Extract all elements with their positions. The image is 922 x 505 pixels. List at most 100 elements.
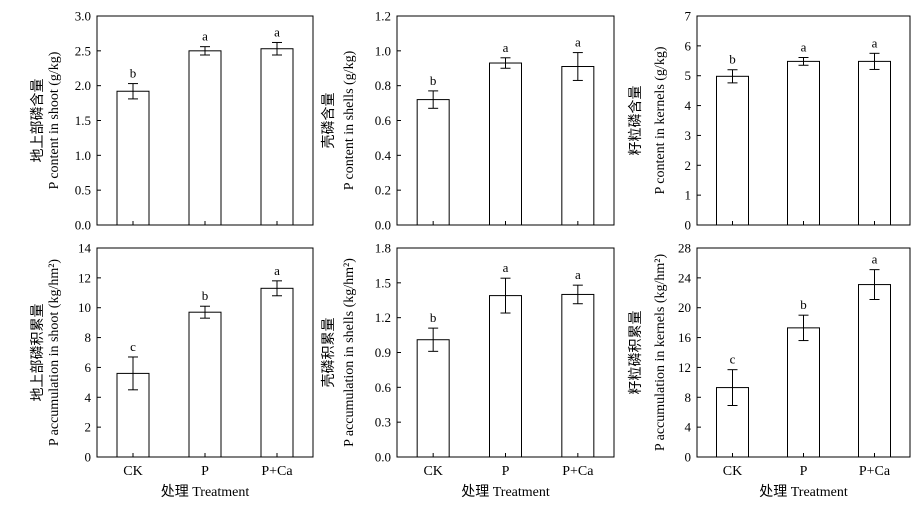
panel-1-ytick-label: 0.5 bbox=[75, 183, 91, 198]
panel-4-ytick-label: 14 bbox=[78, 241, 92, 256]
panel-5-category-label-3: P+Ca bbox=[562, 464, 594, 479]
panel-1: 0.0 0.5 1.0 1.5 2.0 2.5 3.0 b a a 地上部磷含量 P content … bbox=[30, 9, 314, 233]
panel-6-ytick-label: 28 bbox=[678, 241, 691, 256]
panel-5-category-label-1: CK bbox=[423, 464, 442, 479]
panel-4-xlabel: 处理 Treatment bbox=[161, 484, 250, 500]
panel-5-bar-3 bbox=[561, 293, 595, 458]
panel-4-category-label-3: P+Ca bbox=[261, 464, 293, 479]
panel-3-ylabel-line-1: 籽粒磷含量 bbox=[628, 86, 644, 156]
panel-3-ytick-label: 1 bbox=[685, 188, 692, 203]
panel-6-significance-letter-3: a bbox=[872, 252, 878, 267]
panel-5-category-label-2: P bbox=[502, 464, 510, 479]
panel-5-ytick-label: 0.0 bbox=[375, 450, 391, 465]
panel-2-ytick-label: 0.0 bbox=[375, 218, 391, 233]
panel-4-ytick-label: 10 bbox=[78, 300, 91, 315]
panel-1-ytick-label: 0.0 bbox=[75, 218, 91, 233]
panel-1-ytick-label: 2.5 bbox=[75, 43, 91, 58]
panel-5-bar-2 bbox=[489, 295, 522, 458]
panel-3-ytick-label: 3 bbox=[685, 128, 692, 143]
panel-1-ytick-label: 2.0 bbox=[75, 78, 91, 93]
panel-3-ylabel-line-2: P content in kernels (g/kg) bbox=[653, 46, 668, 194]
panel-4-significance-letter-3: a bbox=[274, 263, 280, 278]
panel-6-bar-2 bbox=[787, 327, 820, 458]
panel-3-ytick-label: 4 bbox=[685, 98, 692, 113]
panel-6-ytick-label: 0 bbox=[685, 450, 692, 465]
panel-1-significance-letter-1: b bbox=[130, 66, 137, 81]
panel-1-significance-letter-2: a bbox=[202, 29, 208, 44]
panel-3-ytick-label: 0 bbox=[685, 218, 692, 233]
panel-6-significance-letter-1: c bbox=[730, 352, 736, 367]
panel-6-bar-3 bbox=[858, 284, 891, 458]
panel-3-significance-letter-1: b bbox=[729, 52, 736, 67]
panel-2-significance-letter-1: b bbox=[430, 73, 437, 88]
panel-3-bar-2 bbox=[787, 60, 820, 226]
panel-5-ytick-label: 1.2 bbox=[375, 310, 391, 325]
panel-2-ytick-label: 1.0 bbox=[375, 43, 391, 58]
panel-2-ytick-label: 0.2 bbox=[375, 183, 391, 198]
panel-4-bar-3 bbox=[260, 287, 294, 458]
panel-4-bar-2 bbox=[188, 311, 222, 458]
panel-2-significance-letter-3: a bbox=[575, 35, 581, 50]
panel-1-bar-3 bbox=[260, 48, 294, 226]
panel-5-significance-letter-2: a bbox=[503, 260, 509, 275]
panel-6-ylabel-line-2: P accumulation in kernels (kg/hm²) bbox=[653, 254, 668, 452]
panel-1-bar-2 bbox=[188, 50, 222, 226]
panel-5-ytick-label: 0.6 bbox=[375, 380, 392, 395]
panel-2: 0.0 0.2 0.4 0.6 0.8 1.0 1.2 b a a 壳磷含量 P content in… bbox=[320, 9, 615, 233]
panel-6-ytick-label: 20 bbox=[678, 300, 691, 315]
panel-1-ylabel-line-2: P content in shoot (g/kg) bbox=[47, 51, 62, 189]
panel-5-bar-1 bbox=[416, 339, 450, 458]
panel-4-ytick-label: 6 bbox=[85, 360, 92, 375]
panel-4: 0 2 4 6 8 10 12 14 c CK b Pa P+Ca 地上部磷积累量 P accumulati… bbox=[30, 241, 314, 500]
panel-4-ytick-label: 12 bbox=[78, 270, 91, 285]
panel-1-significance-letter-3: a bbox=[274, 24, 280, 39]
panel-5-ytick-label: 1.8 bbox=[375, 241, 391, 256]
panel-3-bar-3 bbox=[858, 60, 891, 226]
panel-1-ytick-label: 3.0 bbox=[75, 9, 91, 24]
panel-3-significance-letter-2: a bbox=[801, 40, 807, 55]
panel-1-ytick-label: 1.0 bbox=[75, 148, 91, 163]
panel-3: 0 1 2 3 4 5 6 7 b a a 籽粒磷含量 P content in kernels (g/… bbox=[628, 9, 911, 233]
panel-6-ylabel-line-1: 籽粒磷积累量 bbox=[628, 311, 644, 395]
panel-4-ytick-label: 8 bbox=[85, 330, 92, 345]
panel-6-ytick-label: 24 bbox=[678, 270, 692, 285]
panel-2-bar-1 bbox=[416, 99, 450, 226]
panel-2-ytick-label: 0.8 bbox=[375, 78, 391, 93]
panel-4-ytick-label: 4 bbox=[85, 390, 92, 405]
panel-3-ytick-label: 7 bbox=[685, 9, 692, 24]
panel-4-ylabel-line-1: 地上部磷积累量 bbox=[30, 304, 46, 402]
panel-5-significance-letter-1: b bbox=[430, 310, 437, 325]
panel-2-ytick-label: 1.2 bbox=[375, 9, 391, 24]
panel-2-bar-3 bbox=[561, 66, 595, 226]
panel-1-ytick-label: 1.5 bbox=[75, 113, 91, 128]
panel-5-significance-letter-3: a bbox=[575, 267, 581, 282]
panel-5-ytick-label: 1.5 bbox=[375, 275, 391, 290]
panel-2-ylabel-line-2: P content in shells (g/kg) bbox=[342, 50, 357, 190]
panel-4-significance-letter-2: b bbox=[202, 288, 209, 303]
panel-4-ytick-label: 0 bbox=[85, 450, 92, 465]
panel-1-bar-1 bbox=[116, 90, 150, 226]
panel-6-category-label-1: CK bbox=[723, 464, 742, 479]
panel-5-ytick-label: 0.3 bbox=[375, 415, 391, 430]
panel-3-bar-1 bbox=[716, 75, 749, 226]
panel-3-significance-letter-3: a bbox=[872, 35, 878, 50]
panel-6-ytick-label: 12 bbox=[678, 360, 691, 375]
panel-4-significance-letter-1: c bbox=[130, 339, 136, 354]
panel-2-ytick-label: 0.6 bbox=[375, 113, 392, 128]
panel-5-ylabel-line-2: P accumulation in shells (kg/hm²) bbox=[342, 258, 357, 447]
panel-3-ytick-label: 2 bbox=[685, 158, 692, 173]
panel-2-bar-2 bbox=[489, 62, 522, 226]
panel-6-category-label-2: P bbox=[800, 464, 808, 479]
panel-6: 0 4 8 12 16 20 24 28 c CK b Pa P+Ca 籽粒磷积累量 P accumulat… bbox=[628, 241, 911, 500]
panel-6-ytick-label: 4 bbox=[685, 420, 692, 435]
panel-1-ylabel-line-1: 地上部磷含量 bbox=[30, 79, 46, 163]
panel-4-ylabel-line-2: P accumulation in shoot (kg/hm²) bbox=[47, 259, 62, 447]
panel-6-category-label-3: P+Ca bbox=[859, 464, 891, 479]
panel-4-category-label-1: CK bbox=[123, 464, 142, 479]
panel-2-significance-letter-2: a bbox=[503, 40, 509, 55]
panel-6-significance-letter-2: b bbox=[800, 297, 807, 312]
panel-5-ytick-label: 0.9 bbox=[375, 345, 391, 360]
panel-2-ytick-label: 0.4 bbox=[375, 148, 392, 163]
panel-4-ytick-label: 2 bbox=[85, 420, 92, 435]
